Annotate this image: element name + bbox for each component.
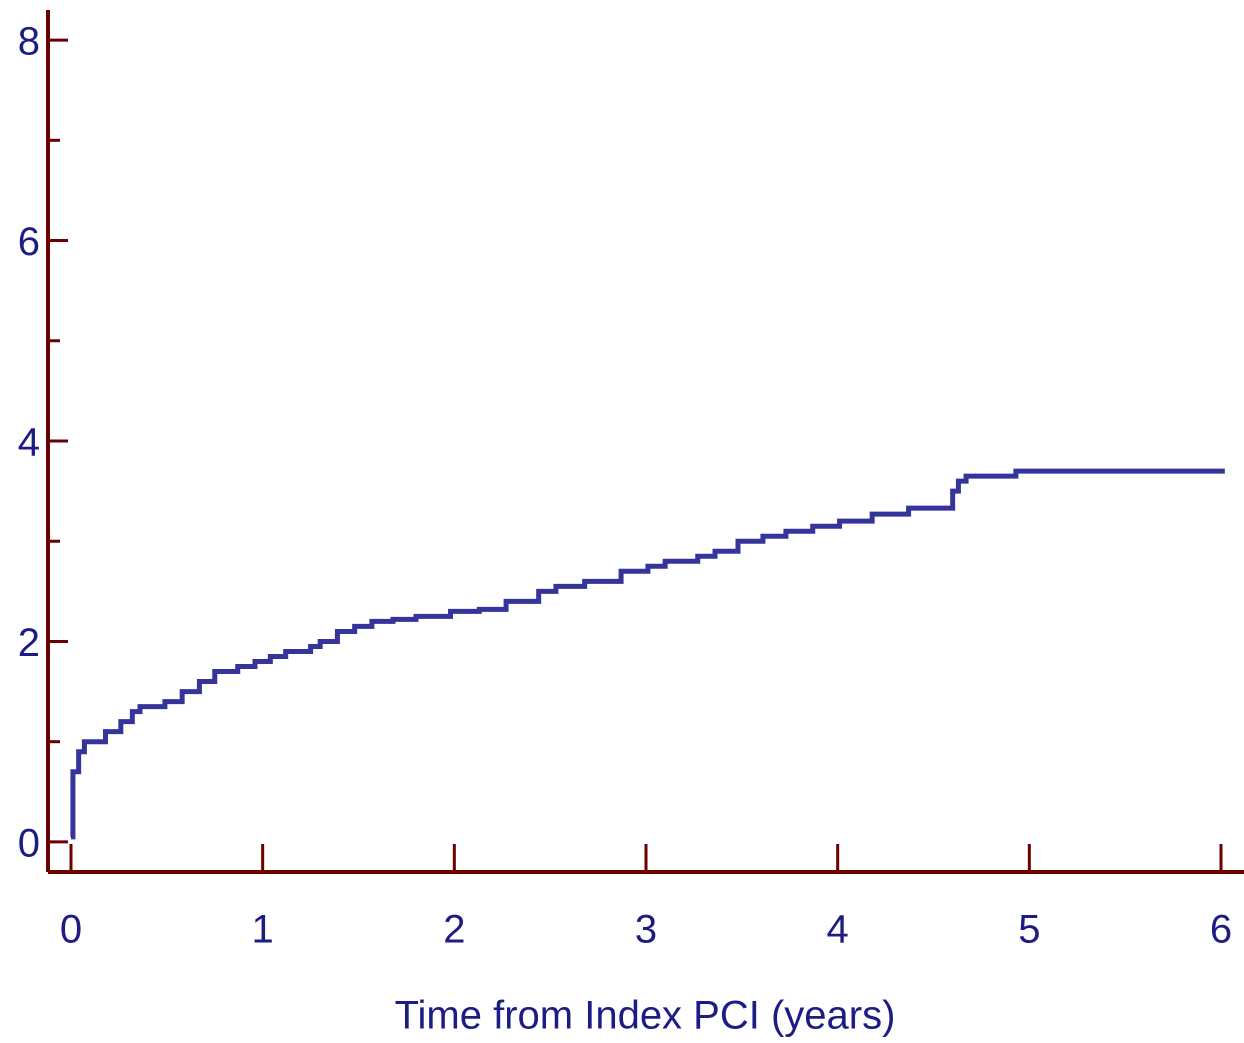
series-line (70, 468, 1225, 840)
x-tick-label: 5 (1018, 908, 1040, 952)
x-tick-label: 6 (1210, 908, 1232, 952)
y-tick-label: 8 (18, 20, 40, 64)
y-tick-label: 4 (18, 421, 40, 465)
y-tick-label: 6 (18, 220, 40, 264)
x-tick-label: 1 (252, 908, 274, 952)
x-tick-label: 4 (827, 908, 849, 952)
x-tick-label: 2 (443, 908, 465, 952)
x-axis-label: Time from Index PCI (years) (395, 994, 896, 1038)
x-tick-label: 3 (635, 908, 657, 952)
y-tick-label: 2 (18, 621, 40, 665)
y-tick-label: 0 (18, 821, 40, 865)
x-tick-label: 0 (60, 908, 82, 952)
